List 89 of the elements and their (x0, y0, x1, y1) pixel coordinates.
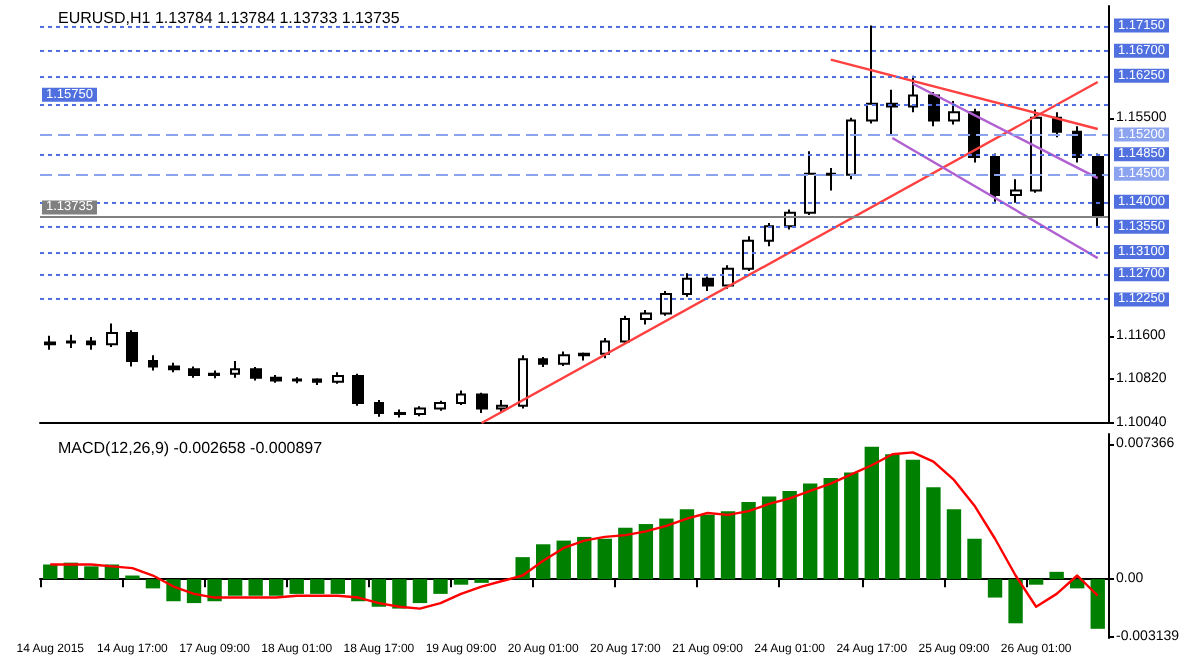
candlestick (742, 235, 754, 272)
bar (392, 579, 407, 609)
candlestick (86, 335, 96, 351)
candlestick (578, 351, 590, 362)
candlestick (1092, 152, 1104, 228)
candlestick (292, 376, 302, 385)
candlestick (414, 405, 426, 418)
candlestick (456, 389, 466, 407)
bar (700, 514, 715, 580)
bar (1028, 579, 1044, 585)
bar (618, 527, 633, 580)
candlestick (702, 275, 714, 293)
bar (433, 579, 448, 594)
candlestick (332, 371, 344, 385)
candlestick (374, 399, 384, 418)
candlestick (434, 399, 446, 412)
candlestick (928, 91, 940, 128)
chart-title: EURUSD,H1 1.13784 1.13784 1.13733 1.13735 (58, 9, 401, 27)
bar (453, 579, 469, 585)
bar (371, 579, 387, 607)
bar (987, 579, 1003, 598)
candlestick (168, 361, 180, 374)
bar (782, 490, 797, 580)
candlestick (250, 366, 262, 382)
bar (577, 536, 592, 580)
candlestick (230, 359, 240, 379)
candlestick (44, 334, 56, 351)
bar (905, 459, 921, 580)
candlestick (948, 100, 960, 126)
bar (84, 566, 99, 580)
candlestick (1072, 125, 1082, 164)
candlestick (826, 167, 836, 192)
bar (741, 502, 756, 580)
candlestick (764, 221, 774, 248)
bar (536, 544, 551, 580)
candlestick (148, 354, 158, 372)
bar (310, 579, 325, 594)
bar (330, 579, 345, 594)
candlestick (682, 272, 692, 298)
bar (1008, 579, 1023, 624)
bar (659, 518, 674, 580)
candlestick (66, 333, 76, 350)
candlestick (600, 337, 610, 360)
bar (1090, 579, 1105, 629)
bar (946, 509, 962, 580)
bar (412, 579, 428, 604)
candlestick (886, 88, 898, 136)
chart-title: MACD(12,26,9) -0.002658 -0.000897 (58, 439, 324, 457)
bar (864, 446, 879, 580)
candlestick (866, 24, 878, 125)
bar (823, 478, 838, 580)
candlestick (558, 350, 570, 367)
bar (145, 579, 161, 589)
bar (679, 509, 695, 580)
candlestick (640, 309, 652, 326)
candlestick (352, 372, 364, 407)
candlestick (990, 152, 1000, 203)
candlestick (496, 399, 508, 414)
bar (1049, 571, 1064, 580)
candlestick (188, 365, 200, 379)
candlestick (908, 74, 918, 114)
candlestick (394, 408, 406, 419)
bar (638, 524, 654, 580)
candlestick (660, 290, 672, 317)
bar (926, 487, 941, 580)
bar (227, 579, 243, 596)
candlestick (476, 391, 488, 414)
bar (967, 538, 982, 580)
bar (761, 496, 777, 580)
candlestick (312, 377, 322, 386)
candlestick (1010, 178, 1022, 204)
candlestick (518, 354, 528, 410)
bar (43, 564, 58, 580)
candlestick (106, 322, 118, 348)
bar (803, 483, 818, 580)
candlestick (804, 150, 816, 217)
bar (844, 472, 859, 580)
candlestick (208, 369, 220, 380)
bar (289, 579, 304, 594)
candlestick (846, 116, 856, 181)
bar (248, 579, 263, 596)
bar (597, 538, 612, 580)
candlestick (538, 356, 548, 369)
candlestick (620, 314, 630, 345)
bar (269, 579, 284, 596)
bar (885, 454, 900, 580)
candlestick (126, 329, 138, 368)
bar (720, 511, 736, 580)
candlestick (270, 373, 282, 384)
